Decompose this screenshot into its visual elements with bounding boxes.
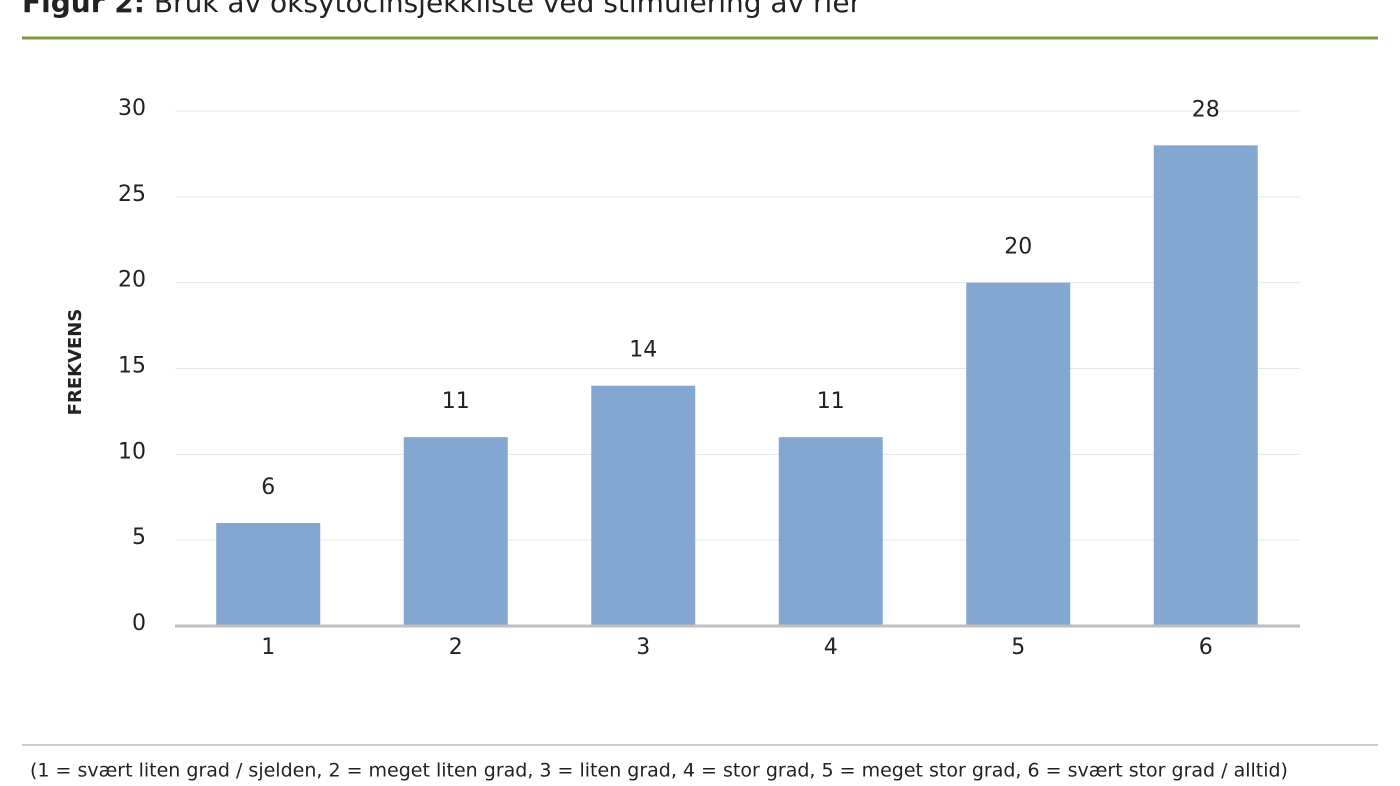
x-tick-label: 3 bbox=[636, 635, 650, 660]
data-label: 11 bbox=[442, 389, 470, 414]
x-tick-label: 1 bbox=[261, 635, 275, 660]
x-tick-label: 5 bbox=[1011, 635, 1025, 660]
x-tick-label: 4 bbox=[824, 635, 838, 660]
data-label: 11 bbox=[817, 389, 845, 414]
bar bbox=[966, 282, 1071, 626]
y-tick-label: 15 bbox=[118, 354, 146, 379]
y-tick-label: 30 bbox=[118, 96, 146, 121]
data-label: 14 bbox=[629, 338, 657, 363]
note: (1 = svært liten grad / sjelden, 2 = meg… bbox=[30, 760, 1288, 782]
y-tick-label: 5 bbox=[132, 525, 146, 550]
bar bbox=[591, 385, 696, 626]
y-tick-label: 20 bbox=[118, 268, 146, 293]
chart-title: Figur 2: Bruk av oksytocinsjekkliste ved… bbox=[22, 0, 862, 19]
y-tick-label: 25 bbox=[118, 182, 146, 207]
bar bbox=[403, 437, 508, 626]
y-tick-label: 10 bbox=[118, 439, 146, 464]
bar bbox=[216, 523, 321, 626]
data-label: 28 bbox=[1192, 97, 1220, 122]
data-label: 20 bbox=[1004, 235, 1032, 260]
bar bbox=[778, 437, 883, 626]
x-tick-label: 6 bbox=[1199, 635, 1213, 660]
x-tick-label: 2 bbox=[449, 635, 463, 660]
title-text: Bruk av oksytocinsjekkliste ved stimuler… bbox=[154, 0, 862, 19]
data-label: 6 bbox=[261, 475, 275, 500]
y-tick-label: 0 bbox=[132, 611, 146, 636]
y-axis-label: FREKVENS bbox=[65, 309, 86, 416]
bar bbox=[1153, 145, 1258, 627]
title-prefix: Figur 2: bbox=[22, 0, 145, 19]
